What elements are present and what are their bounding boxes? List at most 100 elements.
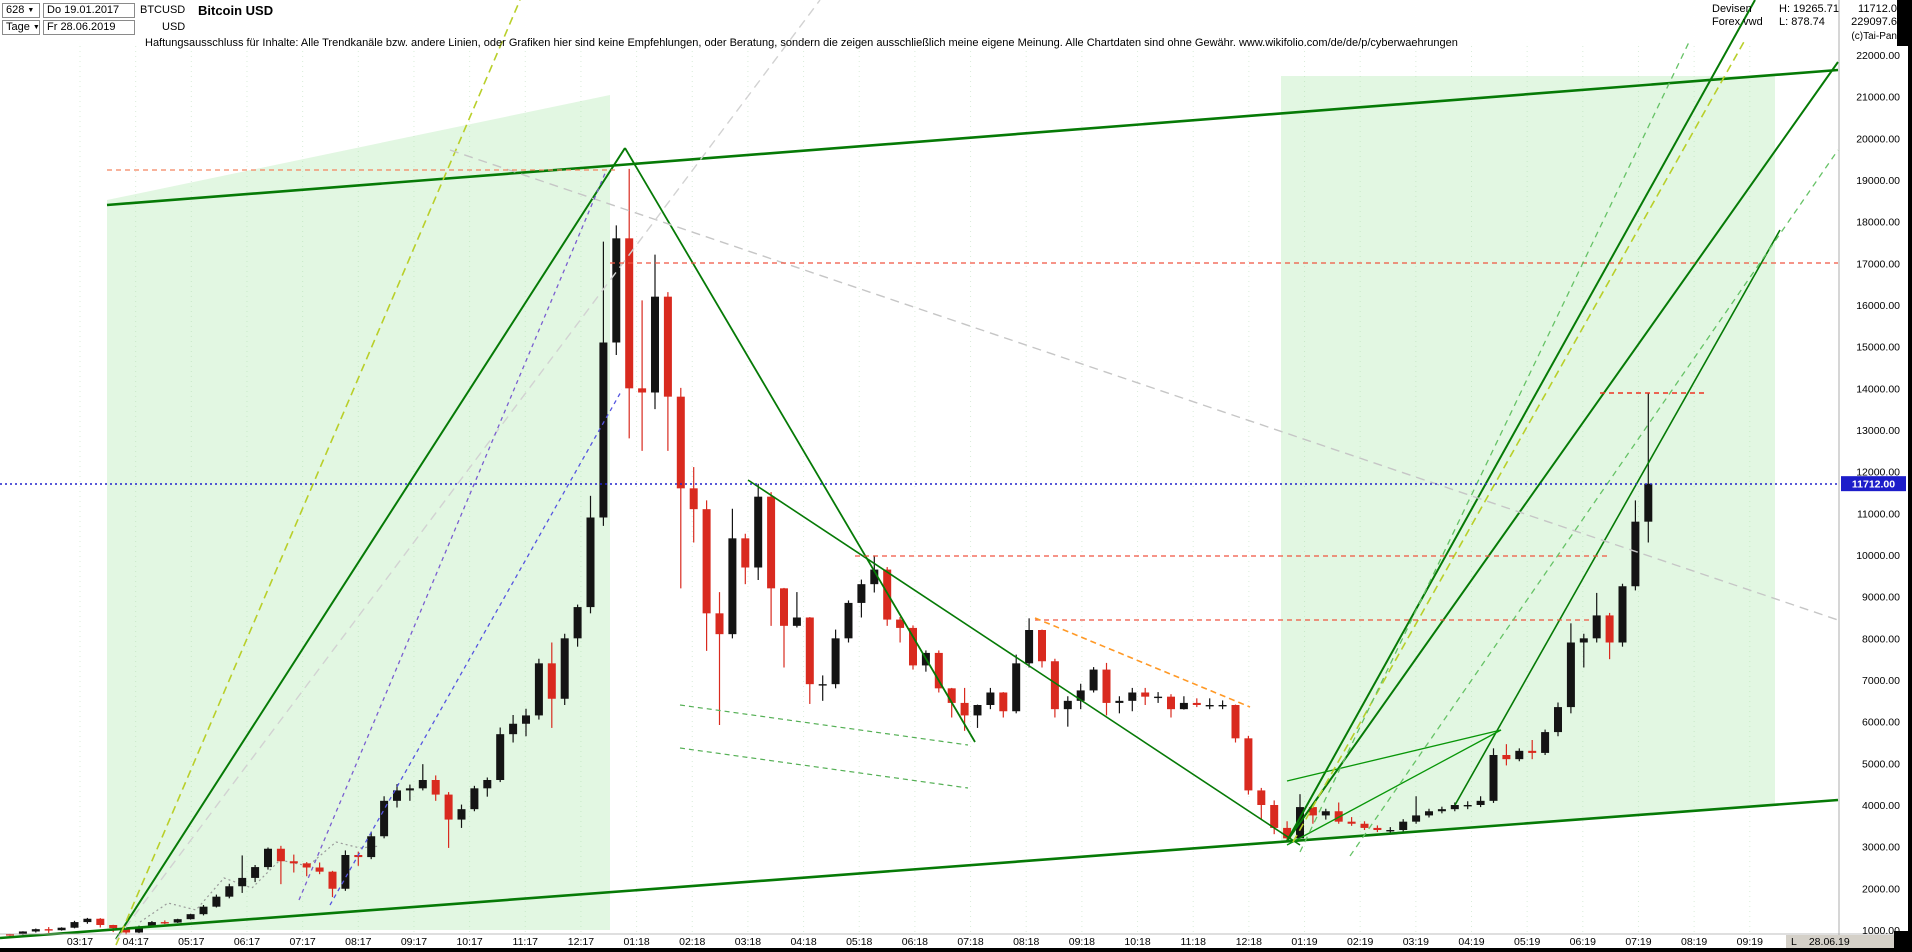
date-axis-label: 09:18 — [1069, 936, 1095, 948]
candle-body — [212, 896, 221, 907]
candle-body — [160, 922, 169, 924]
light-green-dashed-steep-1 — [1299, 39, 1691, 853]
price-axis-label: 4000.00 — [1862, 800, 1900, 812]
candle-body — [457, 809, 466, 820]
decline-2018-trendline — [747, 479, 1301, 846]
candle-body — [1012, 663, 1021, 712]
candle-body — [1437, 809, 1446, 812]
period-dropdown[interactable]: Tage ▼ — [2, 20, 40, 35]
trend-channel-shade-2017 — [107, 95, 610, 930]
bars-count-dropdown[interactable]: 628 ▼ — [2, 3, 40, 18]
candle-body — [896, 619, 905, 628]
date-axis-label: 05:18 — [846, 936, 872, 948]
candle-body — [1450, 805, 1459, 810]
candle-body — [857, 584, 866, 603]
candle-body — [1205, 705, 1214, 707]
candle-body — [1141, 692, 1150, 697]
price-axis-label: 11000.00 — [1857, 508, 1900, 520]
candle-body — [367, 836, 376, 858]
date-axis-label: 06:17 — [234, 936, 260, 948]
price-axis-label: 6000.00 — [1862, 717, 1900, 729]
last-date-label: 28.06.19 — [1808, 935, 1850, 948]
candle-body — [483, 780, 492, 789]
candle-body — [1192, 702, 1201, 705]
candle-body — [1334, 811, 1343, 822]
date-axis-label: 07:17 — [289, 936, 315, 948]
date-axis-label: 11:18 — [1180, 936, 1206, 948]
current-price-tag — [1841, 476, 1906, 492]
date-axis-label: 08:17 — [345, 936, 371, 948]
candle-body — [1244, 738, 1253, 791]
candle-body — [1386, 830, 1395, 832]
rally-2017-trendline — [115, 147, 626, 940]
date-axis-label: 03:18 — [735, 936, 761, 948]
candle-body — [44, 929, 53, 931]
candle-body — [1115, 700, 1124, 703]
chart-title: Bitcoin USD — [198, 3, 274, 18]
candle-body — [1231, 705, 1240, 739]
candle-body — [1566, 642, 1575, 708]
candle-body — [70, 922, 79, 928]
candle-body — [147, 922, 156, 927]
chevron-down-icon: ▼ — [32, 24, 40, 31]
candle-body — [31, 929, 40, 932]
price-axis-label: 3000.00 — [1862, 842, 1900, 854]
candle-body — [715, 613, 724, 635]
candle-body — [1554, 707, 1562, 733]
candle-body — [625, 238, 634, 389]
blue-dashed-rally-line — [329, 389, 623, 906]
status-bar: L 28.06.19 — [1786, 935, 1894, 948]
orange-descending-trendline — [1034, 617, 1251, 708]
candle-body — [1179, 702, 1188, 710]
candle-body — [1515, 750, 1524, 760]
candle-body — [1644, 483, 1653, 522]
candle-body — [6, 934, 14, 936]
candle-body — [638, 388, 647, 393]
candle-body — [676, 396, 685, 489]
date-axis-label: 08:18 — [1013, 936, 1039, 948]
price-axis-label: 2000.00 — [1862, 883, 1900, 895]
decline-from-peak-trendline — [624, 147, 976, 743]
candle-body — [522, 715, 530, 724]
light-green-dashed-mid-b — [679, 747, 969, 789]
candle-body — [702, 509, 711, 614]
candle-body — [1347, 821, 1356, 824]
candle-body — [612, 238, 621, 343]
date-axis-label: 10:17 — [456, 936, 482, 948]
price-axis-label: 8000.00 — [1862, 633, 1900, 645]
candle-body — [496, 734, 505, 780]
light-green-dashed-mid-a — [679, 704, 969, 746]
price-axis-label: 16000.00 — [1856, 300, 1900, 312]
candle-body — [1050, 661, 1059, 710]
candle-body — [57, 927, 66, 931]
candle-body — [663, 296, 672, 397]
start-date-value: Do 19.01.2017 — [47, 4, 120, 16]
price-axis-label: 20000.00 — [1856, 133, 1900, 145]
start-date-field[interactable]: Do 19.01.2017 — [43, 3, 135, 18]
candle-body — [1592, 615, 1601, 639]
copyright-label: (c)Tai-Pan — [1851, 31, 1897, 42]
date-axis-label: 08:19 — [1681, 936, 1707, 948]
candle-body — [135, 926, 143, 933]
end-date-field[interactable]: Fr 28.06.2019 — [43, 20, 135, 35]
candle-body — [264, 848, 272, 868]
price-axis-label: 10000.00 — [1856, 550, 1900, 562]
candle-body — [818, 684, 827, 686]
session-high-label: H: 19265.71 — [1779, 3, 1839, 15]
candle-body — [1425, 811, 1433, 816]
candle-body — [805, 617, 814, 685]
candle-body — [831, 638, 840, 685]
candle-body — [534, 663, 543, 716]
candle-body — [509, 723, 518, 735]
candle-body — [1631, 521, 1640, 587]
candle-body — [1038, 630, 1046, 662]
date-axis-label: 07:19 — [1625, 936, 1651, 948]
top-channel-line — [106, 68, 1839, 207]
price-axis-label: 15000.00 — [1856, 342, 1900, 354]
price-axis-label: 21000.00 — [1856, 92, 1900, 104]
candle-body — [122, 928, 131, 933]
candle-body — [909, 627, 917, 666]
wedge-lower-line — [1286, 729, 1502, 846]
candle-body — [1360, 823, 1369, 828]
